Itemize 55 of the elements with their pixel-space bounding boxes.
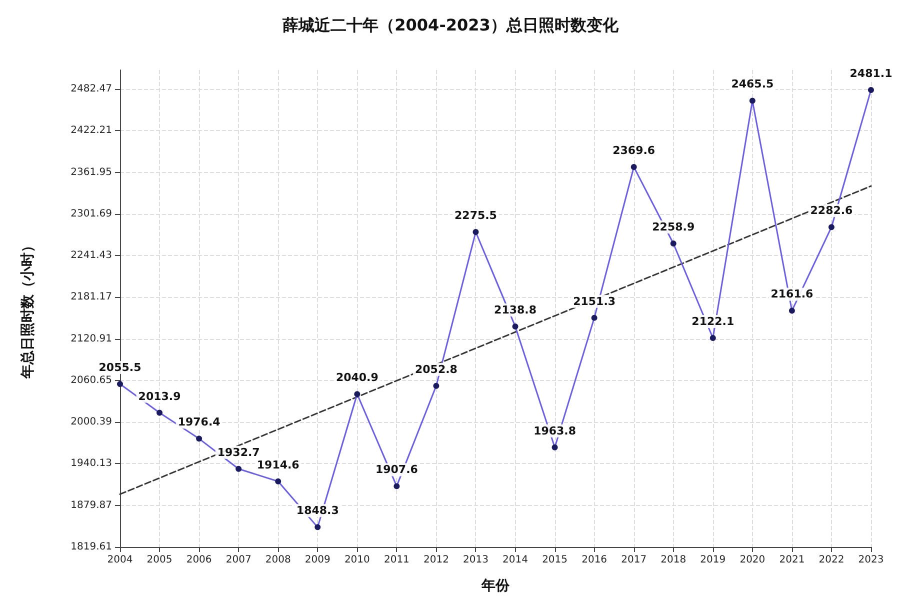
x-tick-label: 2010	[344, 554, 370, 566]
data-label: 2282.6	[810, 204, 854, 218]
chart-title: 薛城近二十年（2004-2023）总日照时数变化	[282, 16, 620, 34]
data-label: 2052.8	[414, 362, 458, 376]
y-tick-label: 1879.87	[70, 500, 112, 511]
x-tick-label: 2015	[542, 554, 568, 566]
data-label: 2013.9	[138, 390, 181, 403]
y-tick-label: 2482.47	[70, 84, 112, 95]
x-tick-label: 2005	[146, 554, 172, 566]
data-label: 2481.1	[850, 66, 892, 80]
y-tick-label: 1819.61	[70, 542, 112, 552]
x-tick-label: 2023	[858, 554, 884, 566]
data-label: 1976.4	[178, 416, 221, 429]
y-tick-label: 1940.13	[70, 458, 112, 470]
data-label: 1914.6	[256, 458, 300, 472]
x-tick-label: 2020	[740, 554, 766, 566]
data-label: 1848.3	[296, 504, 339, 518]
x-axis-title: 年份	[480, 578, 510, 594]
data-label: 2138.8	[494, 303, 536, 316]
data-label: 2055.5	[98, 361, 142, 374]
x-tick-label: 2019	[700, 554, 726, 566]
x-tick-label: 2017	[621, 554, 647, 566]
y-tick-label: 2301.69	[70, 208, 112, 220]
data-label: 1907.6	[375, 463, 418, 476]
x-tick-label: 2013	[463, 554, 488, 566]
data-label: 2151.3	[573, 294, 616, 308]
x-tick-label: 2008	[265, 554, 291, 566]
x-tick-label: 2018	[660, 554, 686, 566]
y-tick-label: 2241.43	[70, 250, 112, 262]
data-label: 2369.6	[612, 144, 656, 158]
x-tick-label: 2004	[107, 554, 133, 566]
y-axis-title: 年总日照时数（小时）	[20, 238, 36, 380]
x-tick-label: 2022	[818, 554, 844, 566]
data-label: 2465.5	[731, 78, 774, 91]
y-tick-label: 2422.21	[70, 125, 112, 136]
x-tick-label: 2014	[502, 554, 528, 566]
data-label: 2275.5	[454, 209, 497, 222]
x-tick-label: 2007	[226, 554, 252, 566]
y-tick-label: 2181.17	[70, 292, 112, 303]
x-tick-label: 2016	[582, 554, 608, 566]
data-label: 2161.6	[770, 288, 814, 301]
y-tick-label: 2120.91	[70, 333, 112, 344]
data-label: 2122.1	[692, 315, 734, 328]
y-tick-label: 2361.95	[70, 166, 112, 178]
y-tick-label: 2060.65	[70, 374, 112, 386]
data-label: 2258.9	[652, 220, 695, 234]
x-tick-label: 2021	[779, 554, 805, 566]
data-label: 1932.7	[217, 446, 260, 459]
x-tick-label: 2006	[186, 554, 212, 566]
data-label: 2040.9	[336, 371, 378, 384]
x-tick-label: 2012	[423, 554, 449, 566]
y-tick-label: 2000.39	[70, 416, 112, 428]
data-label: 1963.8	[534, 424, 576, 438]
x-tick-label: 2009	[304, 554, 330, 566]
x-tick-label: 2011	[384, 554, 410, 566]
